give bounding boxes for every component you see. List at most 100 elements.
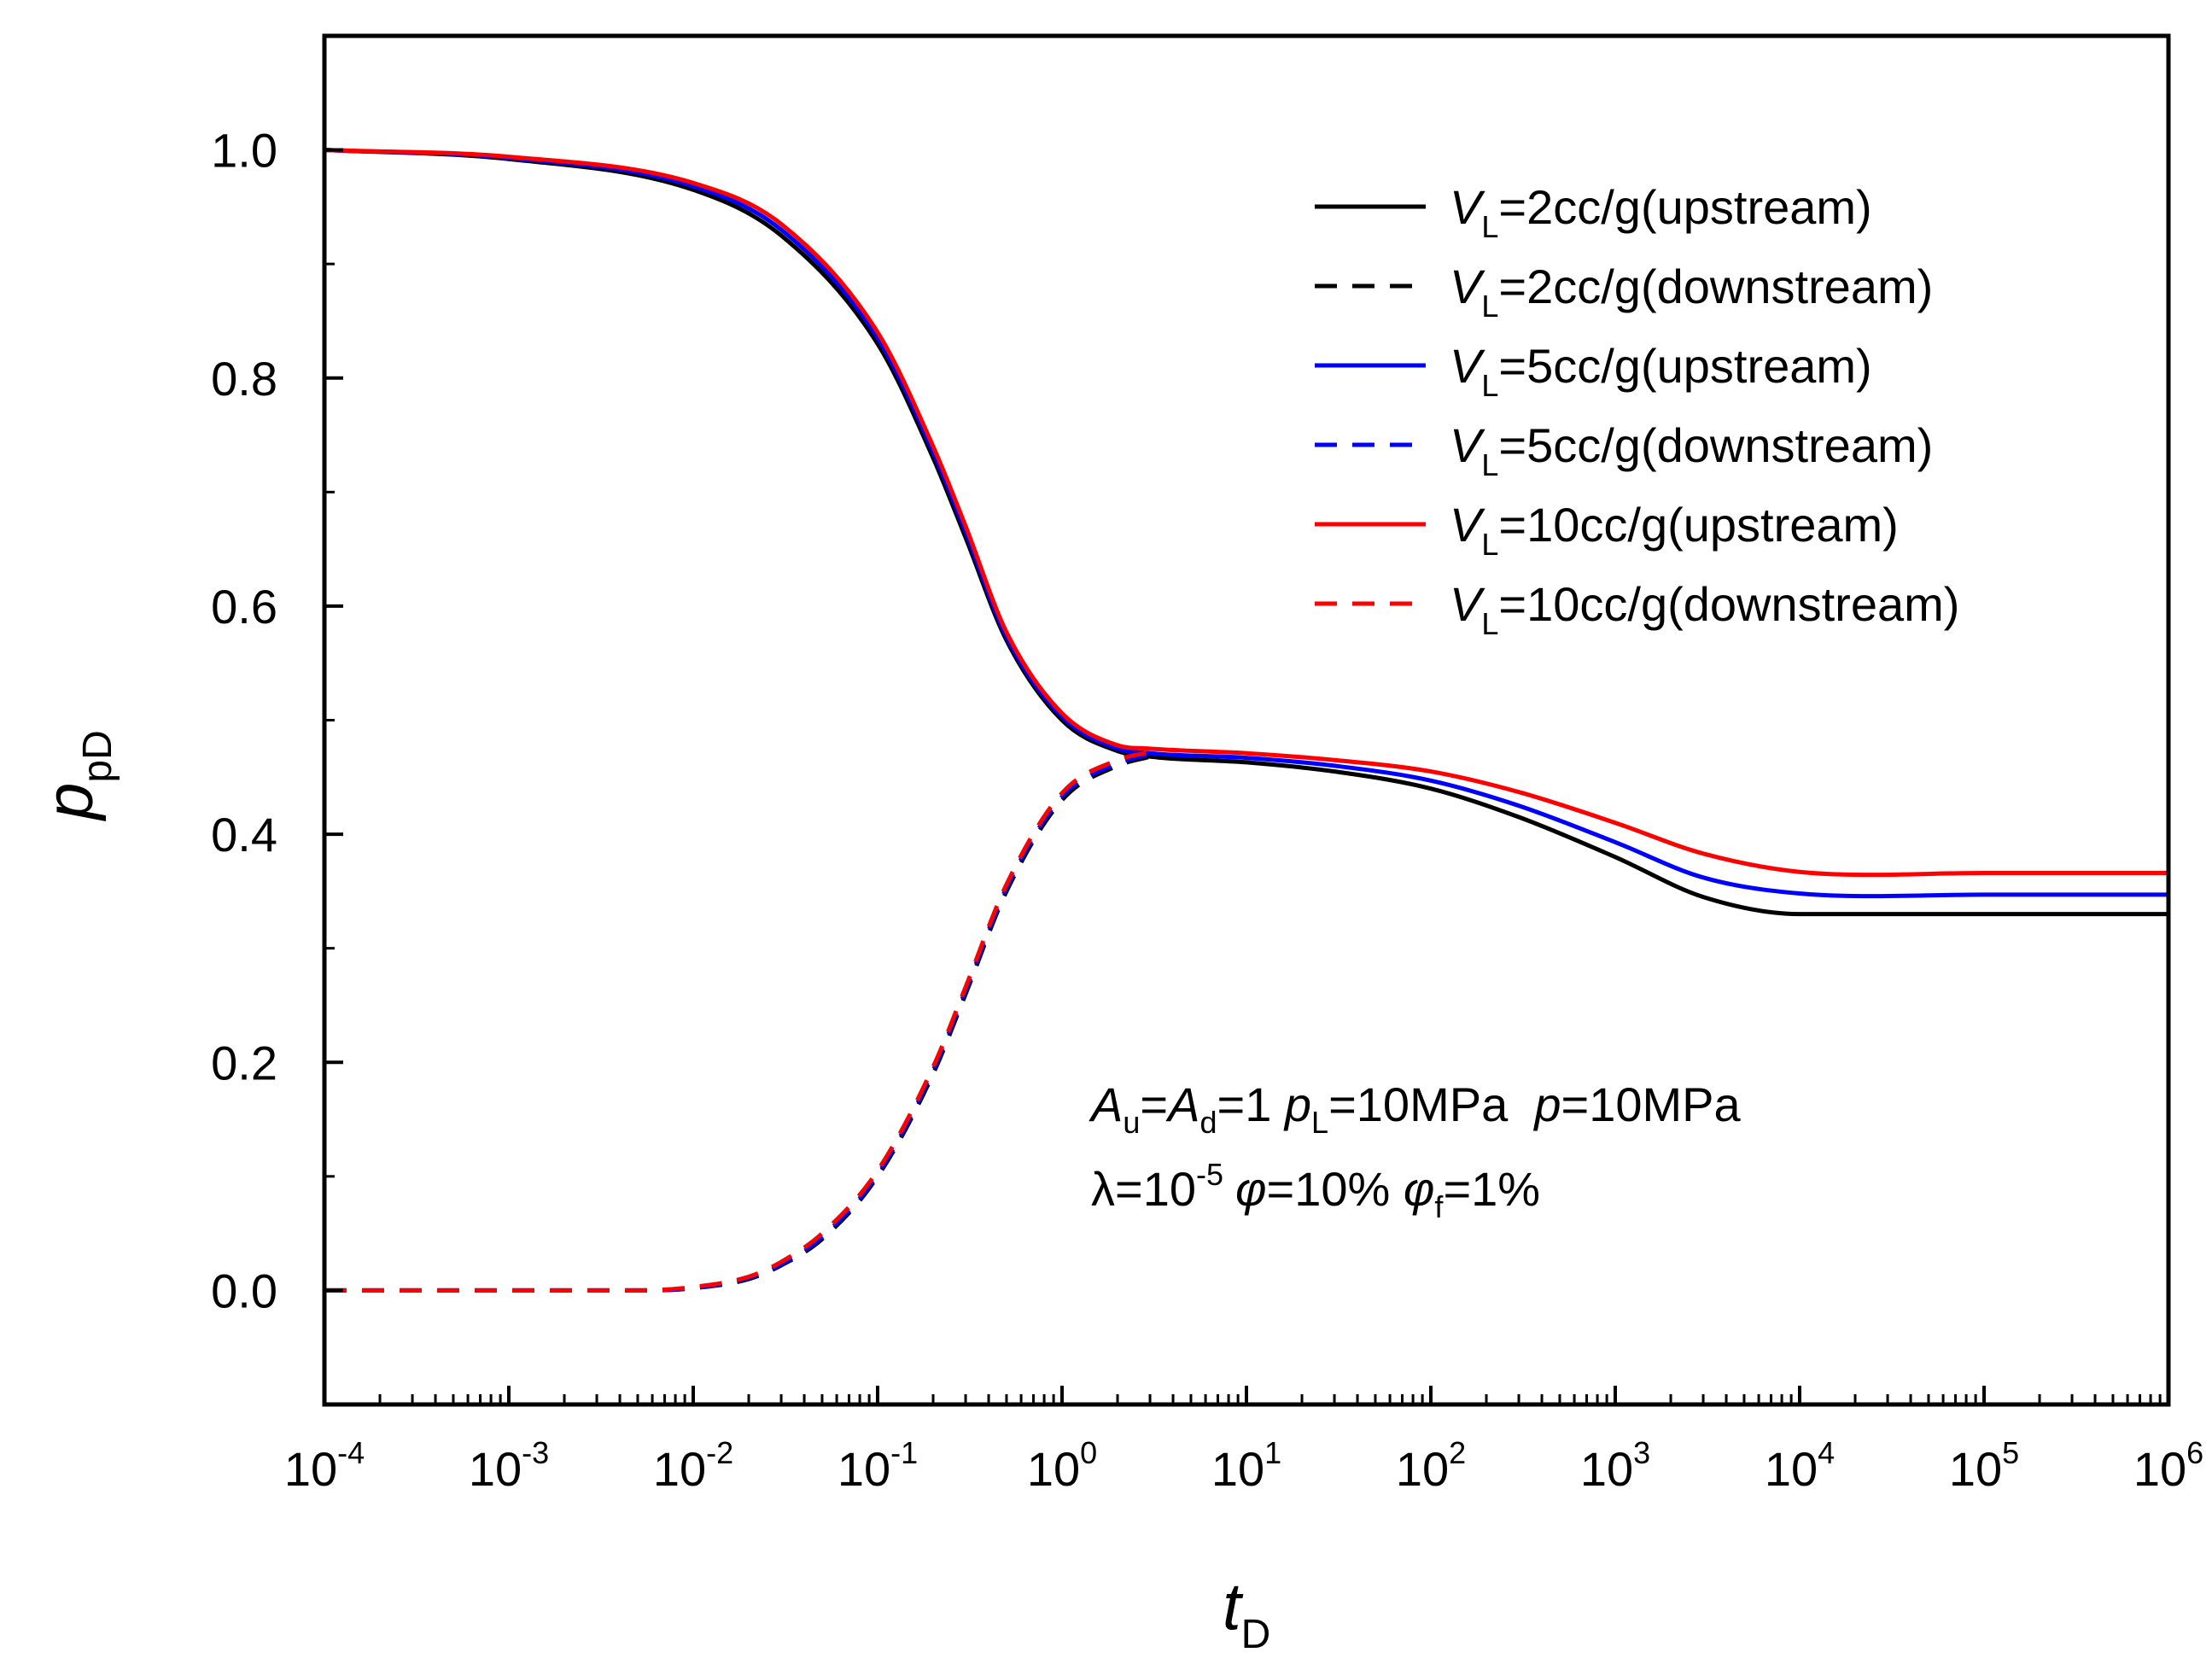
annot-d: d [1199,1105,1217,1140]
legend-sub: L [1481,209,1498,244]
legend-var: V [1450,577,1485,631]
x-tick-base: 10 [653,1442,706,1496]
x-tick-label-3: 10-2 [653,1435,733,1496]
annot-p: p [1283,1077,1311,1131]
annot-val2: =10MPa [1561,1077,1742,1131]
legend-sub: L [1481,368,1498,403]
series-layer [324,148,2168,1293]
x-tick-label-7: 102 [1396,1435,1466,1496]
x-tick-label-2: 10-3 [469,1435,549,1496]
x-tick-label-1: 10-4 [284,1435,365,1496]
legend-var: V [1450,418,1485,472]
annot-eq1: = [1140,1077,1168,1131]
x-axis-title-sub: D [1241,1612,1271,1657]
legend-sub: L [1481,606,1498,641]
legend-label-2: VL=2cc/g(downstream) [1450,260,1933,324]
legend-label-6: VL=10cc/g(downstream) [1450,577,1959,641]
x-tick-base: 10 [1211,1442,1264,1496]
x-tick-label-11: 106 [2133,1435,2203,1496]
annot-u: u [1123,1105,1140,1140]
legend-label-5: VL=10cc/g(upstream) [1450,498,1899,562]
legend-text: =5cc/g(upstream) [1498,339,1871,393]
legend-var: V [1450,498,1485,552]
x-tick-exponent: 6 [2186,1435,2203,1470]
x-tick-label-8: 103 [1580,1435,1650,1496]
legend-text: =2cc/g(upstream) [1498,180,1871,234]
annot-val4: =1% [1443,1162,1540,1216]
x-tick-exponent: 4 [1818,1435,1835,1470]
x-tick-base: 10 [2133,1442,2186,1496]
legend-text: =5cc/g(downstream) [1498,418,1933,472]
x-axis-title: tD [1223,1568,1270,1657]
x-axis-title-main: t [1223,1568,1244,1644]
legend-label-4: VL=5cc/g(downstream) [1450,418,1933,482]
x-tick-base: 10 [838,1442,890,1496]
annot-p2: p [1532,1077,1561,1131]
x-tick-exponent: 1 [1264,1435,1281,1470]
legend-label-3: VL=5cc/g(upstream) [1450,339,1872,403]
annot-phi2: φ [1404,1162,1435,1216]
x-axis-ticks [323,1386,2170,1404]
annot-a: A [1088,1077,1123,1131]
y-tick-label-6: 1.0 [211,124,277,178]
annot-val3: =10% [1267,1162,1404,1216]
x-tick-base: 10 [1027,1442,1080,1496]
x-tick-exponent: 3 [1633,1435,1650,1470]
x-tick-exponent: -3 [522,1435,549,1470]
annot-a2: A [1165,1077,1199,1131]
x-tick-exponent: 0 [1080,1435,1097,1470]
legend-sub: L [1481,447,1498,482]
y-tick-label-1: 0.0 [211,1264,277,1317]
x-tick-exponent: -1 [890,1435,918,1470]
legend-text: =10cc/g(upstream) [1498,498,1898,552]
y-tick-label-5: 0.8 [211,352,277,406]
x-tick-base: 10 [469,1442,522,1496]
annotation-line-2: λ=10-5 φ=10% φf=1% [1091,1157,1540,1224]
y-tick-label-4: 0.6 [211,580,277,634]
x-tick-label-6: 101 [1211,1435,1281,1496]
x-tick-exponent: 5 [2002,1435,2019,1470]
y-axis-tick-labels: 0.0 0.2 0.4 0.6 0.8 1.0 [211,124,277,1318]
x-tick-base: 10 [1580,1442,1633,1496]
annot-val1: =10MPa [1328,1077,1534,1131]
x-tick-base: 10 [1949,1442,2002,1496]
x-tick-label-4: 10-1 [838,1435,918,1496]
x-tick-exponent: -2 [706,1435,733,1470]
x-tick-label-9: 104 [1765,1435,1835,1496]
y-axis-ticks [324,34,343,1406]
x-tick-label-10: 105 [1949,1435,2019,1496]
series-line-6 [324,750,1151,1293]
series-line-3 [324,148,2168,899]
series-line-1 [324,148,2168,917]
legend-sub: L [1481,527,1498,562]
y-tick-label-3: 0.4 [211,808,277,861]
annot-exp: -5 [1196,1157,1223,1192]
y-axis-title: ppD [32,730,120,821]
annot-phi: φ [1235,1162,1267,1216]
legend-text: =10cc/g(downstream) [1498,577,1959,631]
x-axis-tick-labels: 10-4 10-3 10-2 10-1 100 101 102 103 104 105 106 [284,1435,2203,1496]
legend-var: V [1450,339,1485,393]
annot-eq2: =1 [1217,1077,1284,1131]
y-axis-title-sub: pD [75,730,120,782]
legend-var: V [1450,260,1485,313]
x-tick-exponent: 2 [1449,1435,1466,1470]
x-tick-label-5: 100 [1027,1435,1097,1496]
annot-lambda: λ=10 [1091,1162,1196,1216]
y-axis-title-main: p [32,783,107,821]
annot-f: f [1434,1189,1444,1224]
annot-L: L [1311,1105,1328,1140]
x-tick-base: 10 [284,1442,337,1496]
y-tick-label-2: 0.2 [211,1036,277,1089]
legend-sub: L [1481,289,1498,324]
x-tick-base: 10 [1396,1442,1449,1496]
annotation-line-1: Au=Ad=1 pL=10MPa p=10MPa [1088,1077,1741,1140]
legend-label-1: VL=2cc/g(upstream) [1450,180,1872,244]
legend-text: =2cc/g(downstream) [1498,260,1933,313]
x-tick-exponent: -4 [337,1435,365,1470]
series-line-5 [324,148,2168,878]
legend: VL=2cc/g(upstream)VL=2cc/g(downstream)VL… [1315,180,1959,641]
legend-var: V [1450,180,1485,234]
